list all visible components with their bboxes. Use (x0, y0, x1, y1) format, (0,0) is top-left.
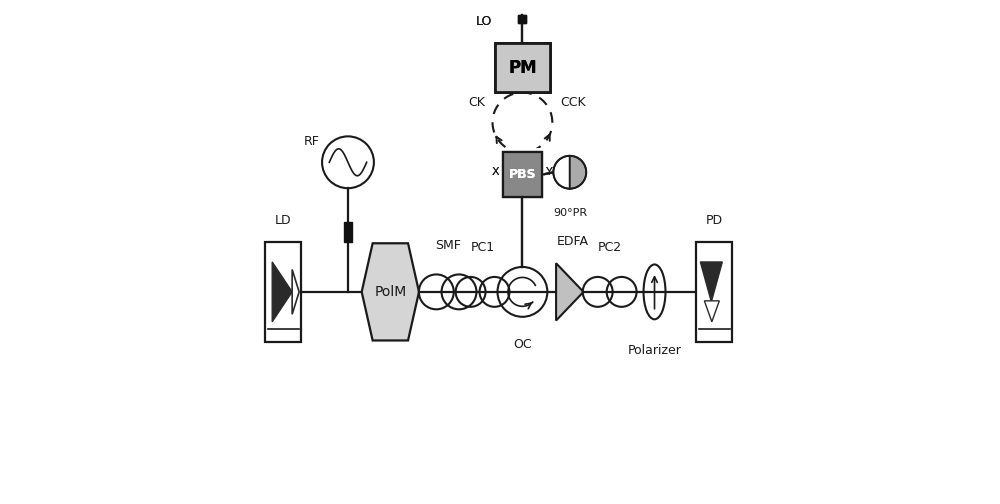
Polygon shape (556, 263, 583, 321)
Bar (495, 43, 550, 93)
Text: X: X (491, 167, 499, 177)
Polygon shape (700, 262, 722, 302)
Bar (265, 242, 301, 342)
Text: CCK: CCK (560, 96, 585, 109)
Wedge shape (570, 156, 586, 188)
Wedge shape (553, 156, 570, 188)
Text: Y: Y (546, 167, 553, 177)
Text: Polarizer: Polarizer (628, 344, 681, 357)
Polygon shape (704, 301, 719, 322)
Text: PC1: PC1 (470, 241, 495, 255)
Text: 90°PR: 90°PR (554, 208, 588, 218)
Text: PD: PD (706, 214, 723, 227)
Bar (500, 148, 544, 198)
Polygon shape (292, 270, 299, 314)
Polygon shape (272, 262, 292, 322)
Bar (503, 152, 542, 197)
Text: EDFA: EDFA (556, 235, 588, 248)
Text: PM: PM (508, 58, 537, 77)
Text: LO: LO (476, 15, 493, 28)
Text: PBS: PBS (509, 168, 536, 181)
Text: PC2: PC2 (598, 241, 622, 255)
Text: PM: PM (508, 58, 537, 77)
Text: X: X (491, 167, 499, 177)
Text: LO: LO (476, 15, 493, 28)
Text: PolM: PolM (374, 285, 406, 299)
Bar (518, 15, 526, 23)
Bar (495, 43, 550, 93)
Text: CK: CK (468, 96, 485, 109)
Bar (493, 39, 552, 94)
Bar (696, 242, 732, 342)
Bar (344, 222, 352, 242)
Text: LD: LD (275, 214, 291, 227)
Polygon shape (362, 243, 419, 341)
Bar (518, 15, 526, 23)
Text: Y: Y (546, 167, 553, 177)
Text: PBS: PBS (509, 168, 536, 181)
Bar (503, 152, 542, 197)
Text: SMF: SMF (435, 239, 461, 252)
Text: OC: OC (513, 338, 532, 351)
Text: RF: RF (304, 135, 320, 148)
